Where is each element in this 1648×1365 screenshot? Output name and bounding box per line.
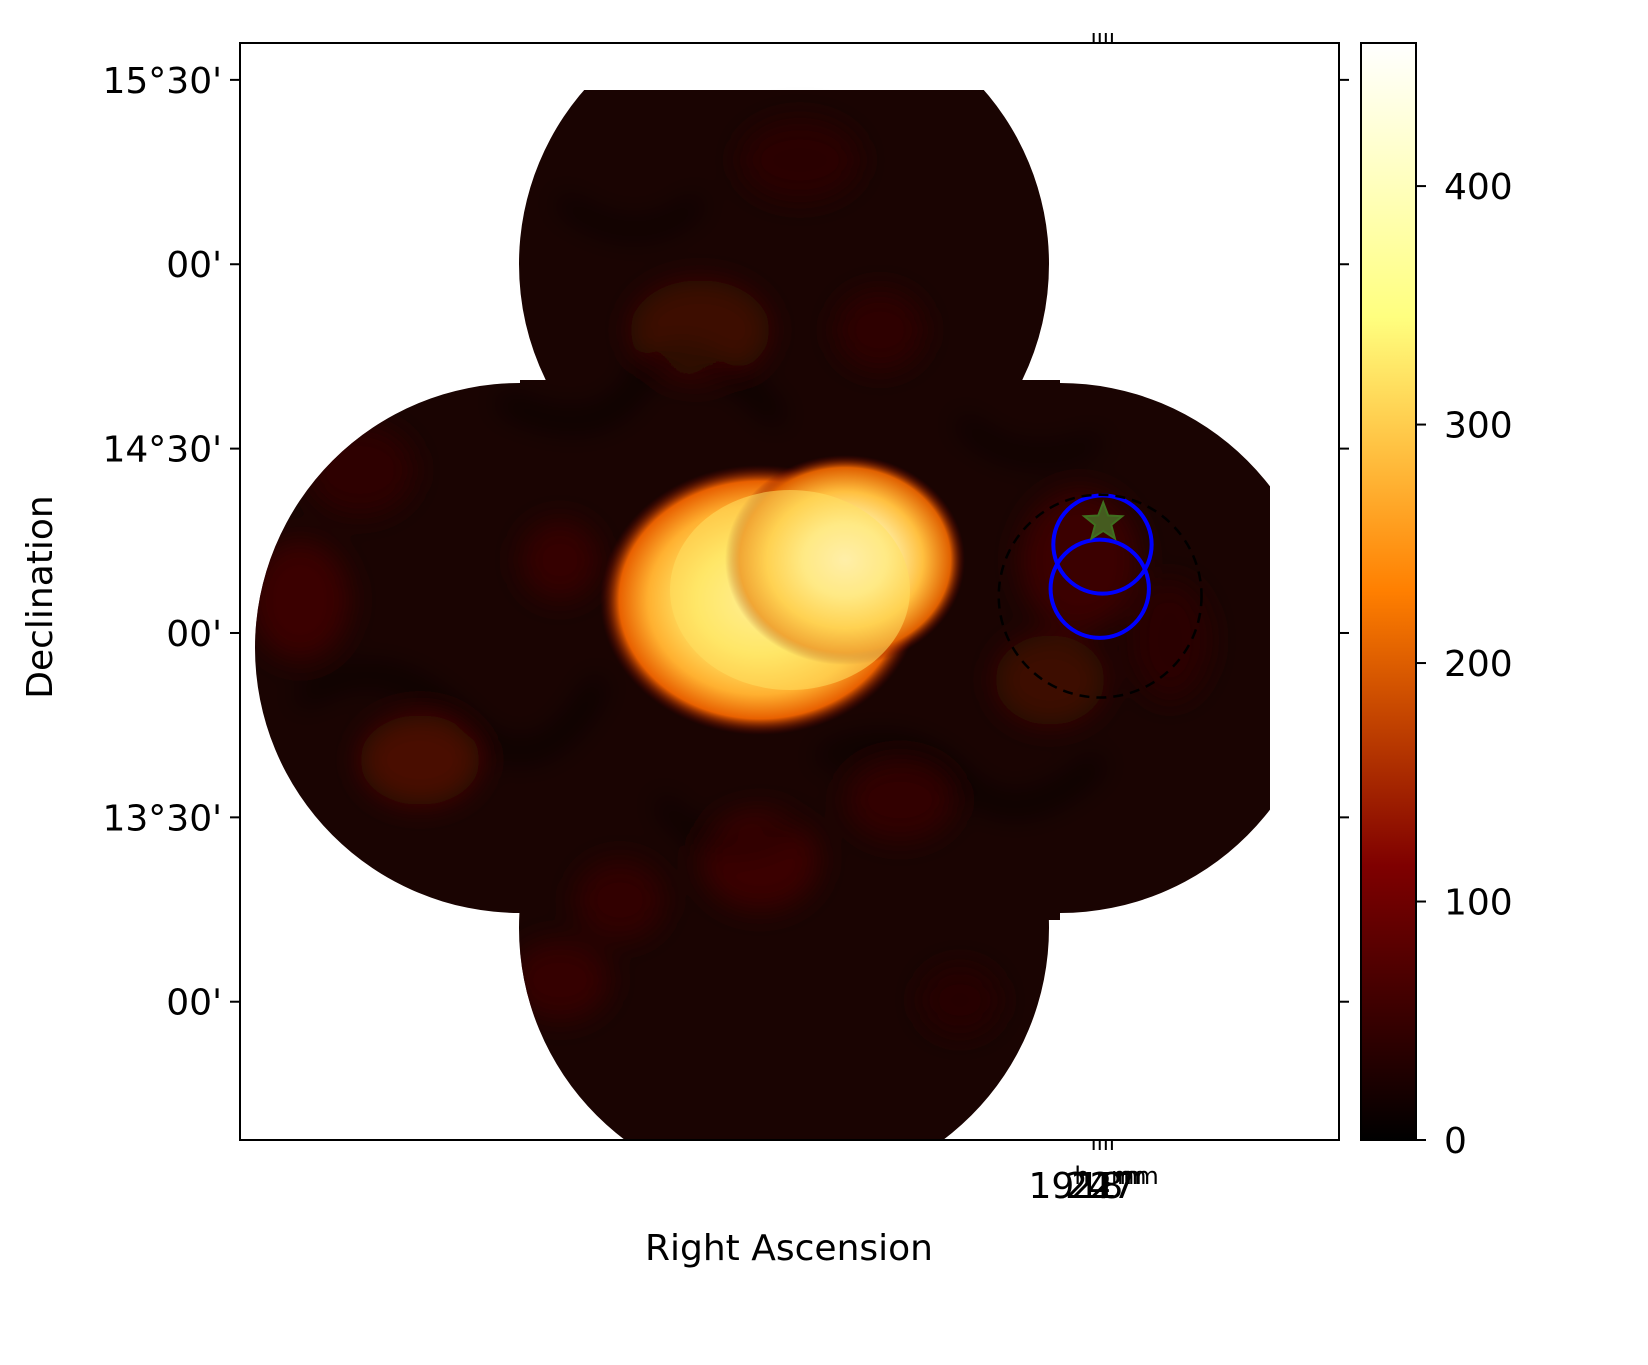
y-tick-label: 00' <box>166 614 222 655</box>
x-tick-label: 24m <box>1065 1162 1134 1207</box>
x-tick-base: 19 <box>1029 1166 1075 1207</box>
colorbar-tick-label: 200 <box>1444 644 1513 685</box>
y-axis-title: Declination <box>20 495 61 699</box>
x-tick-label: 19h27m <box>1029 1162 1159 1207</box>
x-tick-value: 24 <box>1065 1166 1111 1207</box>
x-tick-value: 18 <box>1077 1166 1123 1207</box>
y-axis-ticks: 15°30' 00' 14°30' 00' 13°30' 00' <box>102 61 1349 1024</box>
colorbar-tick-label: 0 <box>1444 1121 1467 1162</box>
emission-region <box>600 455 965 735</box>
x-tick-base-unit: h <box>1074 1162 1089 1190</box>
x-tick-unit: m <box>1123 1162 1146 1190</box>
x-axis-title: Right Ascension <box>645 1228 933 1269</box>
sky-map <box>255 90 1270 1140</box>
x-tick-label: 21m <box>1071 1162 1140 1207</box>
colorbar-tick-label: 400 <box>1444 167 1513 208</box>
x-tick-unit: m <box>1111 1162 1134 1190</box>
colorbar: 0 100 200 300 400 <box>1360 42 1513 1162</box>
star-marker <box>1081 499 1125 541</box>
x-tick-unit: m <box>1117 1162 1140 1190</box>
source-circle-1 <box>1048 537 1151 640</box>
x-tick-value: 27 <box>1090 1166 1136 1207</box>
colorbar-ticks: 0 100 200 300 400 <box>1416 167 1513 1162</box>
x-tick-label: 18m <box>1077 1162 1146 1207</box>
colorbar-tick-label: 300 <box>1444 406 1513 447</box>
x-tick-value: 21 <box>1071 1166 1117 1207</box>
plot-frame <box>239 42 1340 1141</box>
y-tick-label: 13°30' <box>102 798 222 839</box>
colorbar-tick-label: 100 <box>1444 883 1513 924</box>
y-tick-label: 00' <box>166 245 222 286</box>
y-tick-label: 00' <box>166 983 222 1024</box>
source-overlays <box>997 493 1203 699</box>
y-tick-label: 15°30' <box>102 61 222 102</box>
x-tick-unit: m <box>1135 1162 1158 1190</box>
colorbar-gradient <box>1360 42 1417 1141</box>
y-tick-label: 14°30' <box>102 430 222 471</box>
extent-dashed-circle <box>997 493 1203 699</box>
